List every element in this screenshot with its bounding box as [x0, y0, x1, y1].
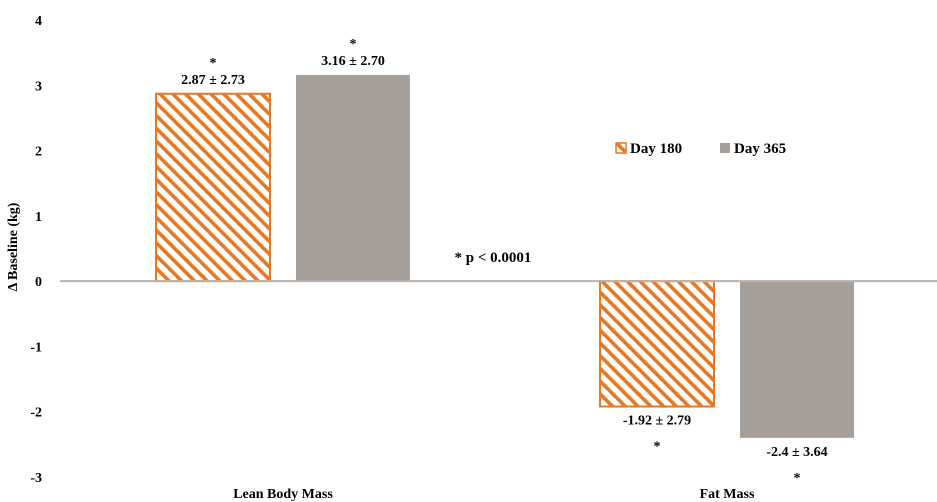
bar-day365-fat-mass: [740, 281, 854, 438]
data-label: -2.4 ± 3.64: [766, 445, 827, 460]
significance-star: *: [794, 471, 801, 486]
legend-swatch: [615, 142, 627, 154]
y-axis-title: Δ Baseline (kg): [6, 202, 21, 291]
category-label: Lean Body Mass: [233, 487, 333, 502]
legend-label: Day 365: [734, 141, 786, 157]
bar-day180-fat-mass: [599, 280, 715, 408]
y-tick-label: 1: [35, 210, 42, 225]
category-labels: Lean Body Mass Fat Mass: [233, 487, 755, 502]
bars: [155, 74, 854, 438]
significance-star: *: [654, 439, 661, 454]
data-label: 3.16 ± 2.70: [321, 54, 385, 69]
data-label: -1.92 ± 2.79: [623, 413, 691, 428]
legend: Day 180 Day 365: [615, 141, 786, 157]
data-label: 2.87 ± 2.73: [181, 73, 245, 88]
bar-day180-lean-body-mass: [155, 92, 271, 283]
y-tick-label: 3: [35, 79, 42, 94]
legend-label: Day 180: [630, 141, 682, 157]
y-tick-label: 0: [35, 275, 42, 290]
y-tick-label: -3: [30, 471, 42, 486]
legend-swatch: [720, 143, 730, 153]
y-tick-label: 2: [35, 145, 42, 160]
category-label: Fat Mass: [700, 487, 755, 502]
significance-note: * p < 0.0001: [455, 250, 532, 266]
bar-day365-lean-body-mass: [296, 74, 410, 282]
y-tick-label: -2: [30, 406, 42, 421]
significance-star: *: [350, 37, 357, 52]
y-tick-label: -1: [30, 340, 42, 355]
y-axis-ticks: 4 3 2 1 0 -1 -2 -3: [30, 14, 42, 486]
significance-star: *: [210, 56, 217, 71]
y-tick-label: 4: [35, 14, 42, 29]
data-labels: 2.87 ± 2.73 * -1.92 ± 2.79 * 3.16 ± 2.70 * -2.…: [181, 37, 828, 486]
